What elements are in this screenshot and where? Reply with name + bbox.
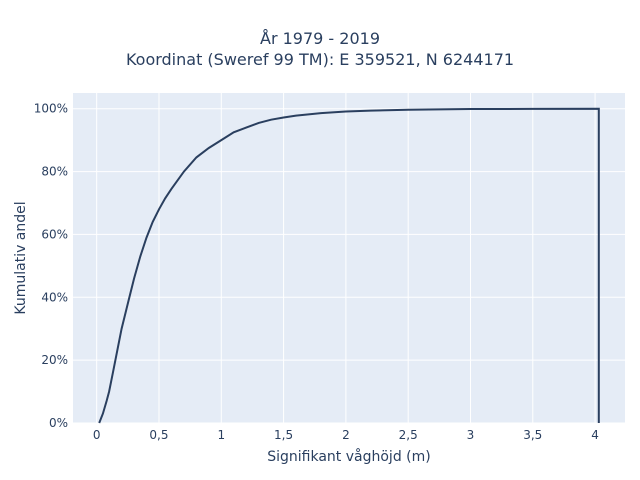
y-tick-label: 0% (49, 416, 68, 430)
y-tick-label: 40% (41, 290, 68, 304)
x-tick-label: 4 (591, 428, 599, 442)
x-tick-label: 3 (467, 428, 475, 442)
y-axis-ticks: 0% 20% 40% 60% 80% 100% (34, 102, 68, 430)
x-tick-label: 1,5 (274, 428, 293, 442)
y-tick-label: 60% (41, 227, 68, 241)
y-tick-label: 100% (34, 102, 68, 116)
plot-area (73, 93, 625, 423)
x-tick-label: 1 (217, 428, 225, 442)
y-axis-title: Kumulativ andel (13, 201, 29, 314)
chart-title-line-1: År 1979 - 2019 (260, 29, 380, 48)
cdf-line (98, 107, 600, 424)
x-tick-label: 2 (342, 428, 350, 442)
y-tick-label: 80% (41, 165, 68, 179)
chart-title-line-2: Koordinat (Sweref 99 TM): E 359521, N 62… (125, 50, 515, 69)
x-tick-label: 0,5 (149, 428, 168, 442)
x-tick-label: 0 (93, 428, 101, 442)
x-tick-label: 3,5 (523, 428, 542, 442)
grid (73, 93, 625, 424)
y-tick-label: 20% (41, 353, 68, 367)
x-axis-title: Signifikant våghöjd (m) (267, 448, 430, 465)
x-tick-label: 2,5 (399, 428, 418, 442)
x-axis-ticks: 0 0,5 1 1,5 2 2,5 3 3,5 4 (93, 428, 599, 442)
